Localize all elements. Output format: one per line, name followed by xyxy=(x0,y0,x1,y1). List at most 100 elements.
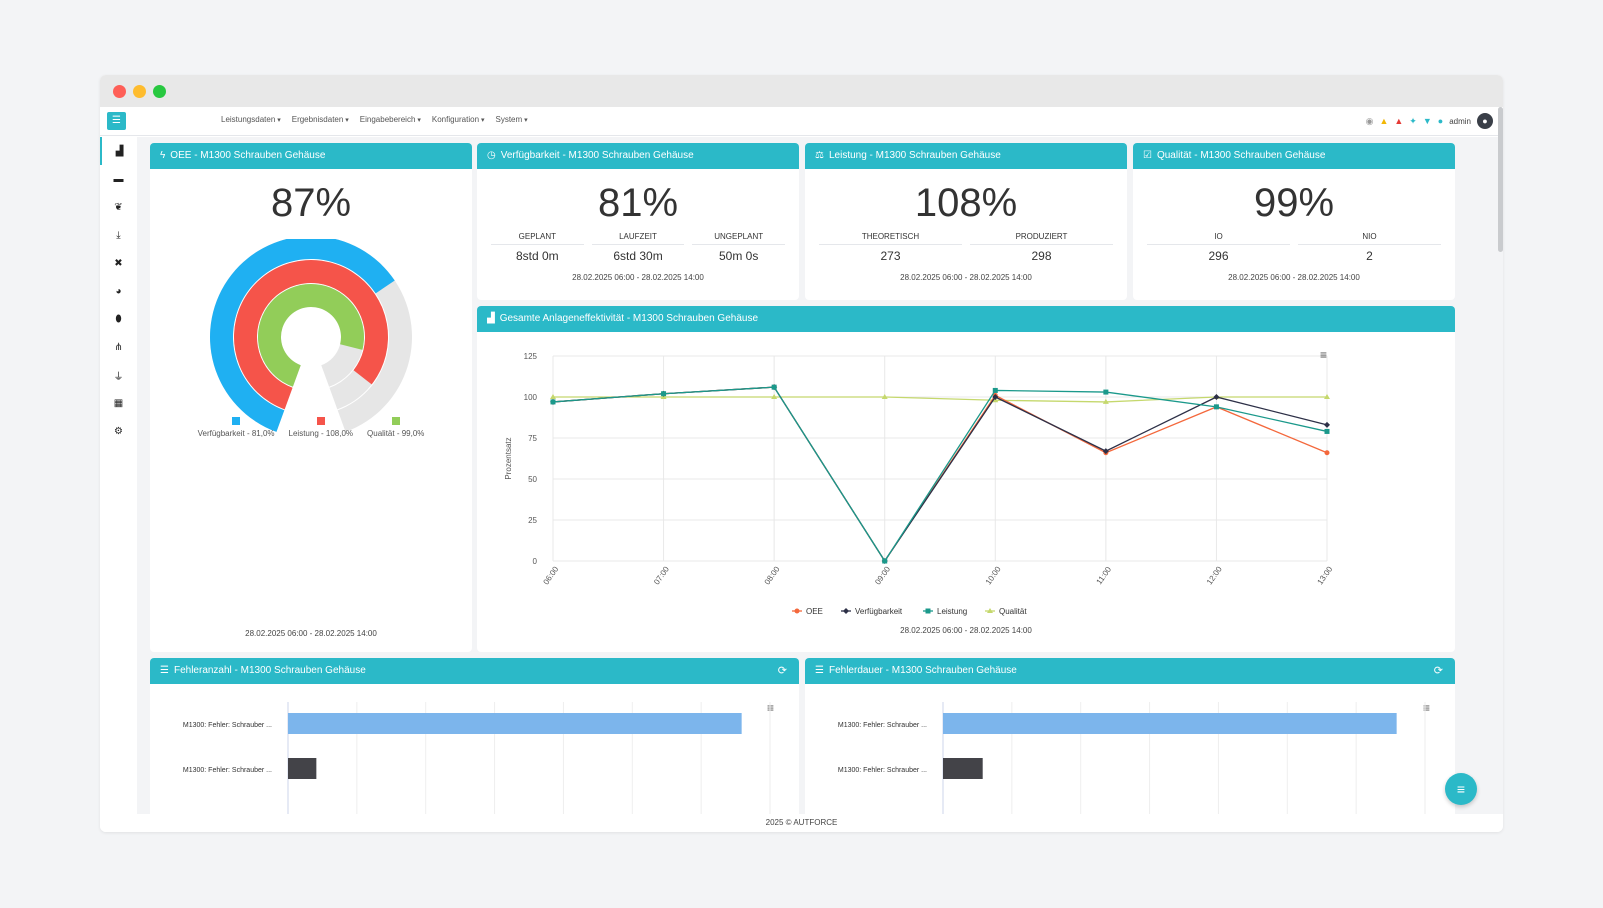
data-point xyxy=(992,387,998,393)
oee-card-title: OEE - M1300 Schrauben Gehäuse xyxy=(170,150,326,161)
legend-label: Verfügbarkeit - 81,0% xyxy=(197,429,275,438)
checkbox-icon: ☑ xyxy=(1143,150,1152,161)
sidebar-brain-icon[interactable]: ⬮ xyxy=(115,313,122,325)
availability-date-range: 28.02.2025 06:00 - 28.02.2025 14:00 xyxy=(572,273,704,282)
legend-marker xyxy=(925,608,931,614)
oee-card-header: ϟ OEE - M1300 Schrauben Gehäuse xyxy=(150,143,472,169)
app-window: ☰ Leistungsdaten Ergebnisdaten Eingabebe… xyxy=(100,75,1503,832)
quality-card-header: ☑ Qualität - M1300 Schrauben Gehäuse xyxy=(1133,143,1455,169)
data-point xyxy=(550,394,556,399)
sidebar-network-icon[interactable]: ⋔ xyxy=(114,341,123,353)
sidebar-download-icon[interactable]: ⤓ xyxy=(116,229,121,241)
stat-label: GEPLANT xyxy=(491,232,584,245)
stat-label: THEORETISCH xyxy=(819,232,962,245)
errduration-card-header: ☰ Fehlerdauer - M1300 Schrauben Gehäuse … xyxy=(805,658,1455,684)
navbar-right: ◉ ▲ ▲ ✦ ▼ ● admin ● xyxy=(1366,111,1493,131)
oee-card: ϟ OEE - M1300 Schrauben Gehäuse 87% Verf… xyxy=(150,143,472,652)
gauge-ring-leistung xyxy=(234,260,388,410)
status-dot-icon[interactable]: ◉ xyxy=(1365,115,1374,126)
legend-swatch xyxy=(316,417,325,425)
stat-value: 2 xyxy=(1366,249,1373,263)
refresh-icon[interactable]: ⟳ xyxy=(1433,665,1443,677)
data-point xyxy=(1324,421,1330,428)
availability-stats: GEPLANT 8std 0m LAUFZEIT 6std 30m UNGEPLAN… xyxy=(477,232,799,263)
alert-icon[interactable]: ▲ xyxy=(1394,116,1404,126)
legend-verfuegbarkeit[interactable]: Verfügbarkeit - 81,0% xyxy=(198,417,275,438)
performance-card: ⚖ Leistung - M1300 Schrauben Gehäuse 108… xyxy=(805,143,1127,300)
y-tick-label: 0 xyxy=(533,557,538,566)
warning-icon[interactable]: ▲ xyxy=(1379,116,1389,126)
pin-icon[interactable]: ✦ xyxy=(1409,115,1417,126)
menu-toggle-button[interactable]: ☰ xyxy=(107,112,126,130)
maximize-window-button[interactable] xyxy=(153,85,166,98)
data-point xyxy=(1103,389,1109,395)
sidebar-dashboard-icon[interactable]: ▟ xyxy=(100,137,137,165)
sidebar-settings-icon[interactable]: ⚙ xyxy=(114,425,123,437)
legend-qualitaet[interactable]: Qualität - 99,0% xyxy=(367,417,424,438)
y-tick-label: 75 xyxy=(528,434,537,443)
data-point xyxy=(1324,428,1330,434)
menu-leistungsdaten[interactable]: Leistungsdaten xyxy=(221,115,281,124)
main-menu: Leistungsdaten Ergebnisdaten Eingabebere… xyxy=(221,115,528,124)
x-tick-label: 11:00 xyxy=(1095,565,1114,587)
y-tick-label: 125 xyxy=(524,352,538,361)
errcount-card: ☰ Fehleranzahl - M1300 Schrauben Gehäuse… xyxy=(150,658,799,814)
filter-icon[interactable]: ▼ xyxy=(1422,116,1432,126)
data-point xyxy=(1213,394,1220,400)
legend-label: OEE xyxy=(806,607,823,616)
bar xyxy=(943,713,1397,734)
stat-label: NIO xyxy=(1298,232,1441,245)
menu-eingabebereich[interactable]: Eingabebereich xyxy=(360,115,421,124)
stat-label: LAUFZEIT xyxy=(591,232,685,245)
data-point xyxy=(1213,404,1219,410)
sidebar-pie-icon[interactable]: ◕ xyxy=(115,285,122,297)
legend-label: Leistung xyxy=(937,607,967,616)
sidebar-table-icon[interactable]: ▦ xyxy=(113,397,124,409)
stat-value: 50m 0s xyxy=(719,249,759,263)
bar xyxy=(943,758,983,779)
legend-label: Leistung - 108,0% xyxy=(288,429,354,438)
performance-stats: THEORETISCH 273 PRODUZIERT 298 xyxy=(805,232,1127,263)
legend-leistung[interactable]: Leistung - 108,0% xyxy=(288,417,354,438)
legend-marker xyxy=(987,608,993,613)
performance-card-header: ⚖ Leistung - M1300 Schrauben Gehäuse xyxy=(805,143,1127,169)
sidebar-plug-icon[interactable]: ⏚ xyxy=(113,371,124,383)
menu-ergebnisdaten[interactable]: Ergebnisdaten xyxy=(292,115,349,124)
errduration-card-title: Fehlerdauer - M1300 Schrauben Gehäuse xyxy=(828,665,1017,676)
series-line-verfügbarkeit xyxy=(552,386,1328,563)
y-axis-label: Prozentsatz xyxy=(504,437,513,479)
sidebar-tools-icon[interactable]: ✖ xyxy=(114,257,123,269)
stat-value: 273 xyxy=(880,249,901,263)
sidebar-leaf-icon[interactable]: ❦ xyxy=(114,201,123,213)
performance-card-title: Leistung - M1300 Schrauben Gehäuse xyxy=(828,150,1001,161)
username[interactable]: admin xyxy=(1449,116,1471,126)
bar-category-label: M1300: Fehler: Schrauber ... xyxy=(183,767,272,774)
errcount-card-header: ☰ Fehleranzahl - M1300 Schrauben Gehäuse… xyxy=(150,658,799,684)
series-line-qualität xyxy=(553,396,1327,403)
menu-system[interactable]: System xyxy=(496,115,528,124)
floating-menu-button[interactable]: ≡ xyxy=(1445,773,1477,805)
chart-menu-icon[interactable]: ≡ xyxy=(1422,701,1430,715)
gauge-ring-qualitaet xyxy=(258,284,364,387)
scale-icon: ⚖ xyxy=(815,150,824,161)
trend-card-title: Gesamte Anlageneffektivität - M1300 Schr… xyxy=(499,313,759,324)
globe-icon[interactable]: ● xyxy=(1437,116,1444,126)
user-avatar-icon[interactable]: ● xyxy=(1477,113,1493,129)
data-point xyxy=(1102,448,1109,455)
trend-date-range: 28.02.2025 06:00 - 28.02.2025 14:00 xyxy=(900,626,1032,635)
sidebar-machines-icon[interactable]: ▬ xyxy=(113,173,124,185)
refresh-icon[interactable]: ⟳ xyxy=(777,665,787,677)
scrollbar[interactable] xyxy=(1498,107,1503,252)
data-point xyxy=(882,558,888,564)
performance-value: 108% xyxy=(914,181,1018,225)
legend-label: Qualität xyxy=(999,607,1027,616)
close-window-button[interactable] xyxy=(113,85,126,98)
menu-konfiguration[interactable]: Konfiguration xyxy=(432,115,485,124)
chart-menu-icon[interactable]: ≡ xyxy=(1319,348,1327,362)
minimize-window-button[interactable] xyxy=(133,85,146,98)
quality-card-title: Qualität - M1300 Schrauben Gehäuse xyxy=(1156,150,1326,161)
stat-label: PRODUZIERT xyxy=(970,232,1113,245)
availability-card: ◷ Verfügbarkeit - M1300 Schrauben Gehäus… xyxy=(477,143,799,300)
quality-date-range: 28.02.2025 06:00 - 28.02.2025 14:00 xyxy=(1228,273,1360,282)
errcount-chart: M1300: Fehler: Schrauber ... M1300: Fehle… xyxy=(183,702,771,814)
